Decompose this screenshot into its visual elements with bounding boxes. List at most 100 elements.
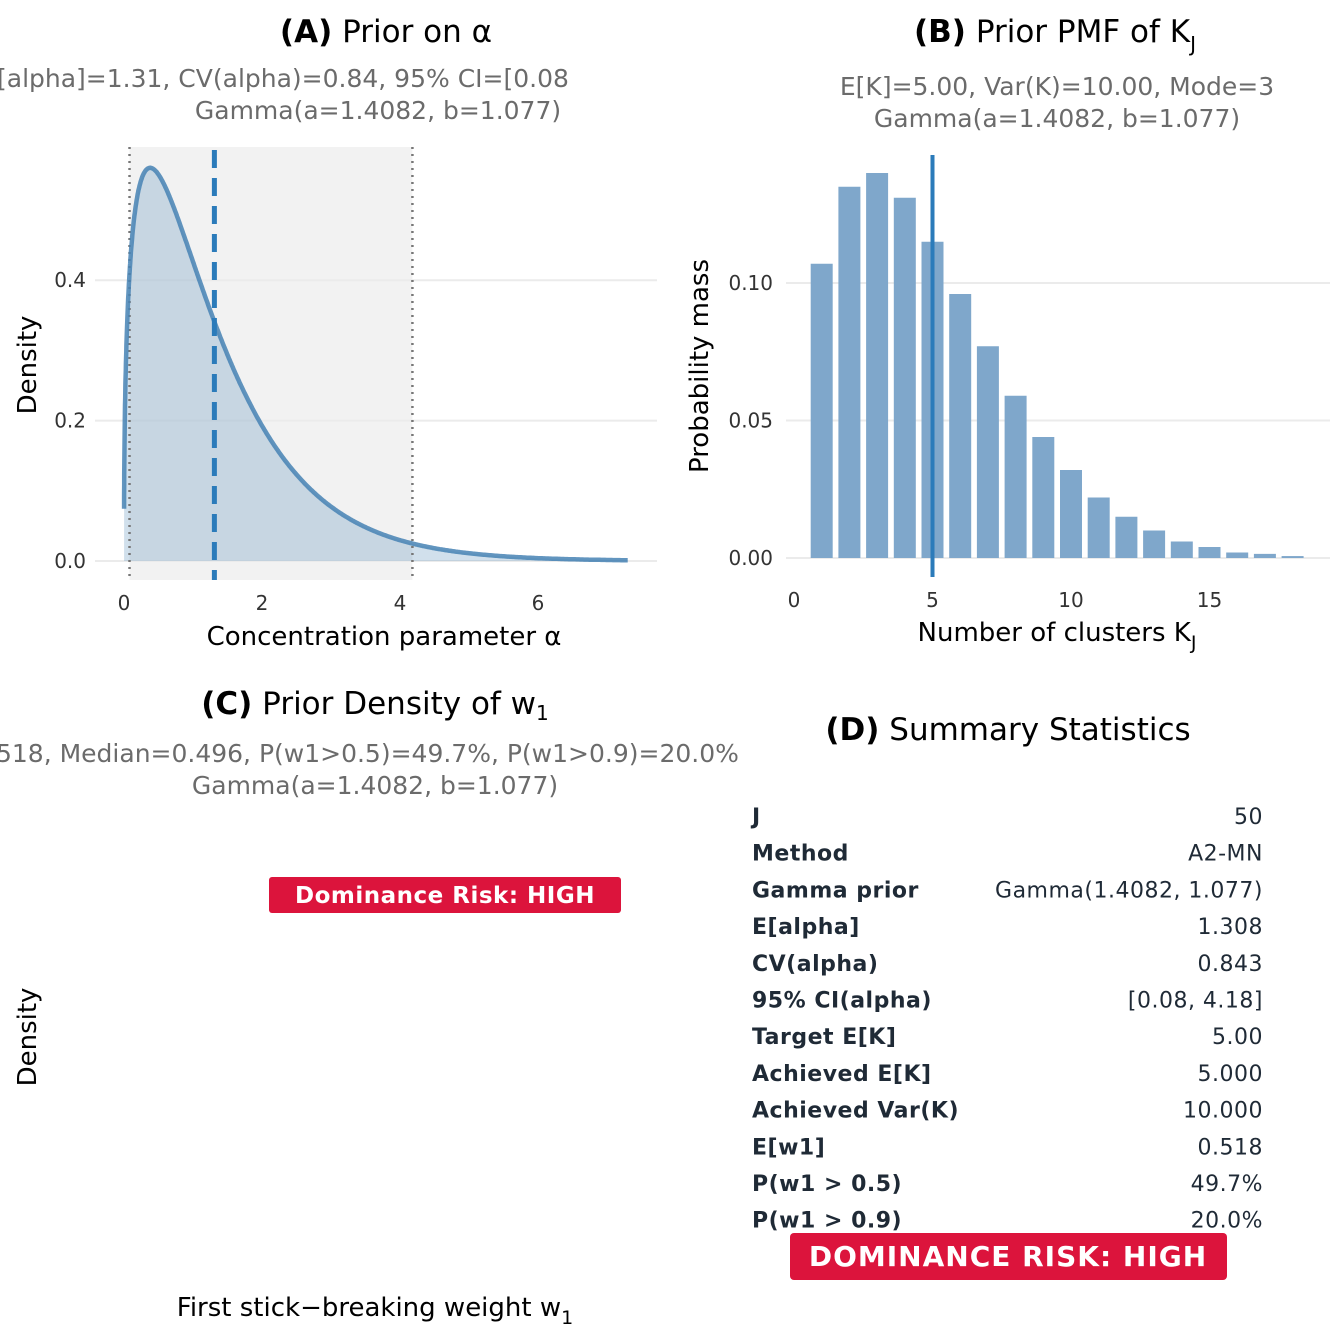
- summary-row: Gamma prior Gamma(1.4082, 1.077): [752, 878, 1263, 903]
- panel-b-title-sub: J: [1188, 32, 1196, 56]
- panel-c-xlabel: First stick−breaking weight w1: [177, 1293, 573, 1329]
- panel-d-title-text: Summary Statistics: [889, 712, 1190, 748]
- panel-c-title: (C) Prior Density of w1: [201, 686, 549, 725]
- panel-b-xlabel-text: Number of clusters K: [918, 618, 1192, 648]
- x-tick-label: 4: [394, 591, 407, 615]
- dominance-badge-small-bg: [269, 877, 621, 913]
- panel-c-xlabel-text: First stick−breaking weight w: [177, 1293, 561, 1323]
- summary-row-label: E[alpha]: [752, 915, 860, 940]
- panel-a-ylabel: Density: [13, 316, 43, 415]
- bar-k-11: [1087, 497, 1110, 558]
- panel-c-title-sub: 1: [536, 701, 549, 725]
- bar-k-4: [893, 197, 916, 558]
- y-tick-label: 0.00: [728, 546, 773, 570]
- panel-a-xlabel: Concentration parameter α: [207, 622, 562, 652]
- bar-k-18: [1281, 556, 1304, 558]
- panel-c-xlabel-sub: 1: [561, 1307, 573, 1329]
- panel-b-ylabel: Probability mass: [685, 259, 715, 473]
- panel-a-title-text: Prior on α: [342, 14, 492, 50]
- panel-a-title: (A) Prior on α: [280, 14, 492, 50]
- summary-row: E[alpha] 1.308: [752, 915, 1263, 940]
- bar-k-14: [1170, 541, 1193, 558]
- dominance-badge-small-text: Dominance Risk: HIGH: [295, 883, 595, 909]
- panel-b-xlabel-sub: J: [1190, 632, 1197, 654]
- panel-a-subtitle-1: [alpha]=1.31, CV(alpha)=0.84, 95% CI=[0.…: [0, 64, 569, 93]
- summary-row-label: Achieved Var(K): [752, 1099, 959, 1124]
- summary-row-label: E[w1]: [752, 1135, 825, 1160]
- panel-c-label: (C): [201, 686, 252, 722]
- bar-k-1: [810, 263, 833, 558]
- summary-row: Achieved Var(K) 10.000: [752, 1099, 1263, 1124]
- summary-row-value: 49.7%: [1191, 1172, 1263, 1197]
- y-tick-label: 0.10: [728, 271, 773, 295]
- summary-row-value: 10.000: [1183, 1099, 1263, 1124]
- panel-d-label: (D): [825, 712, 879, 748]
- summary-row: Target E[K] 5.00: [752, 1025, 1263, 1050]
- summary-row-label: Target E[K]: [752, 1025, 896, 1050]
- x-tick-label: 2: [256, 591, 269, 615]
- summary-row-label: J: [750, 805, 761, 830]
- bar-k-7: [976, 346, 999, 558]
- panel-b-xlabel: Number of clusters KJ: [918, 618, 1197, 654]
- panel-c-subtitle-2: Gamma(a=1.4082, b=1.077): [192, 771, 558, 800]
- panel-c-ylabel: Density: [13, 988, 43, 1087]
- bar-k-6: [949, 294, 972, 558]
- dominance-badge-small: Dominance Risk: HIGH: [269, 877, 621, 913]
- summary-row: CV(alpha) 0.843: [752, 952, 1263, 977]
- summary-row-label: Achieved E[K]: [752, 1062, 932, 1087]
- x-tick-label: 0: [118, 591, 131, 615]
- panel-b-label: (B): [914, 14, 966, 50]
- summary-row-label: P(w1 > 0.9): [752, 1209, 902, 1234]
- panel-b-title: (B) Prior PMF of KJ: [914, 14, 1196, 56]
- summary-row: Method A2-MN: [752, 842, 1263, 867]
- bar-k-13: [1143, 530, 1166, 558]
- summary-row: P(w1 > 0.9) 20.0%: [752, 1209, 1263, 1234]
- summary-row-label: 95% CI(alpha): [752, 989, 932, 1014]
- dominance-badge-large-text: DOMINANCE RISK: HIGH: [809, 1240, 1207, 1273]
- summary-row-label: Gamma prior: [752, 878, 919, 903]
- bar-k-3: [866, 173, 889, 558]
- density-fill: [124, 167, 628, 562]
- panel-d: (D) Summary Statistics J 50 Method A2-MN Gam…: [750, 712, 1263, 1280]
- summary-row-label: Method: [752, 842, 849, 867]
- bar-k-17: [1253, 553, 1276, 558]
- y-tick-label: 0.05: [728, 409, 773, 433]
- dominance-badge-large: DOMINANCE RISK: HIGH: [790, 1233, 1227, 1280]
- summary-row: 95% CI(alpha) [0.08, 4.18]: [752, 989, 1263, 1014]
- summary-table: J 50 Method A2-MN Gamma prior Gamma(1.4082, 1…: [750, 805, 1263, 1234]
- x-tick-label: 5: [926, 588, 939, 612]
- panel-b: (B) Prior PMF of KJ E[K]=5.00, Var(K)=10…: [685, 14, 1330, 654]
- panel-c-subtitle-1: 518, Median=0.496, P(w1>0.5)=49.7%, P(w1…: [0, 739, 739, 768]
- panel-a-plot: 0.0 0.2 0.4 0 2 4 6: [54, 147, 657, 615]
- y-tick-label: 0.4: [54, 268, 86, 292]
- summary-row-value: 0.843: [1198, 952, 1263, 977]
- panel-a: (A) Prior on α [alpha]=1.31, CV(alpha)=0…: [0, 14, 657, 652]
- x-tick-label: 6: [532, 591, 545, 615]
- summary-row-value: [0.08, 4.18]: [1128, 989, 1263, 1014]
- panel-a-label: (A): [280, 14, 332, 50]
- bar-k-8: [1004, 395, 1027, 558]
- panel-a-subtitle-2: Gamma(a=1.4082, b=1.077): [195, 96, 561, 125]
- summary-row-value: A2-MN: [1188, 842, 1263, 867]
- y-tick-label: 0.0: [54, 549, 86, 573]
- y-tick-label: 0.2: [54, 409, 86, 433]
- summary-row-value: 5.00: [1212, 1025, 1263, 1050]
- summary-row-value: 5.000: [1198, 1062, 1263, 1087]
- panel-b-plot: 0.00 0.05 0.10 0 5 10 15: [728, 155, 1330, 612]
- panel-b-subtitle-1: E[K]=5.00, Var(K)=10.00, Mode=3: [840, 72, 1274, 101]
- bar-k-16: [1226, 552, 1249, 558]
- panel-c: (C) Prior Density of w1 518, Median=0.49…: [0, 686, 739, 1329]
- dominance-badge-large-bg: [790, 1233, 1227, 1280]
- summary-row-value: 1.308: [1198, 915, 1263, 940]
- bar-k-2: [838, 186, 861, 558]
- summary-row: Achieved E[K] 5.000: [752, 1062, 1263, 1087]
- bar-k-9: [1032, 437, 1055, 558]
- bar-k-10: [1060, 470, 1082, 558]
- panel-c-title-text: Prior Density of w: [262, 686, 536, 722]
- panel-b-subtitle-2: Gamma(a=1.4082, b=1.077): [874, 104, 1240, 133]
- summary-row-label: P(w1 > 0.5): [752, 1172, 902, 1197]
- bar-k-15: [1198, 547, 1221, 558]
- x-tick-label: 15: [1197, 588, 1222, 612]
- summary-row: E[w1] 0.518: [752, 1135, 1263, 1160]
